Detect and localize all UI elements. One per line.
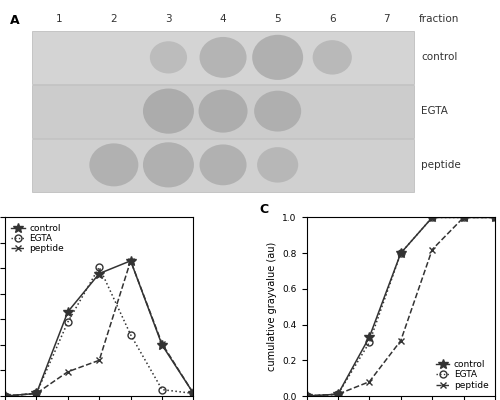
Legend: control, EGTA, peptide: control, EGTA, peptide <box>434 358 490 392</box>
Text: C: C <box>260 203 268 216</box>
Text: peptide: peptide <box>422 160 461 170</box>
Bar <box>32 32 414 84</box>
Text: 5: 5 <box>274 14 281 24</box>
Text: 7: 7 <box>384 14 390 24</box>
Legend: control, EGTA, peptide: control, EGTA, peptide <box>10 222 66 255</box>
Ellipse shape <box>200 37 246 78</box>
Y-axis label: cumulative grayvalue (au): cumulative grayvalue (au) <box>267 242 277 371</box>
Ellipse shape <box>252 35 303 80</box>
Text: EGTA: EGTA <box>422 106 448 116</box>
Text: control: control <box>422 52 458 62</box>
Ellipse shape <box>312 40 352 74</box>
Ellipse shape <box>257 147 298 182</box>
Text: 2: 2 <box>110 14 117 24</box>
Text: 1: 1 <box>56 14 62 24</box>
Bar <box>32 139 414 192</box>
Text: 3: 3 <box>165 14 172 24</box>
Ellipse shape <box>143 88 194 134</box>
Text: 6: 6 <box>329 14 336 24</box>
Ellipse shape <box>200 144 246 185</box>
Ellipse shape <box>254 91 301 132</box>
Text: A: A <box>10 14 20 27</box>
Ellipse shape <box>198 90 248 133</box>
Bar <box>32 85 414 138</box>
Text: 4: 4 <box>220 14 226 24</box>
Ellipse shape <box>90 143 138 186</box>
Ellipse shape <box>143 142 194 188</box>
Text: fraction: fraction <box>419 14 460 24</box>
Ellipse shape <box>150 41 187 74</box>
